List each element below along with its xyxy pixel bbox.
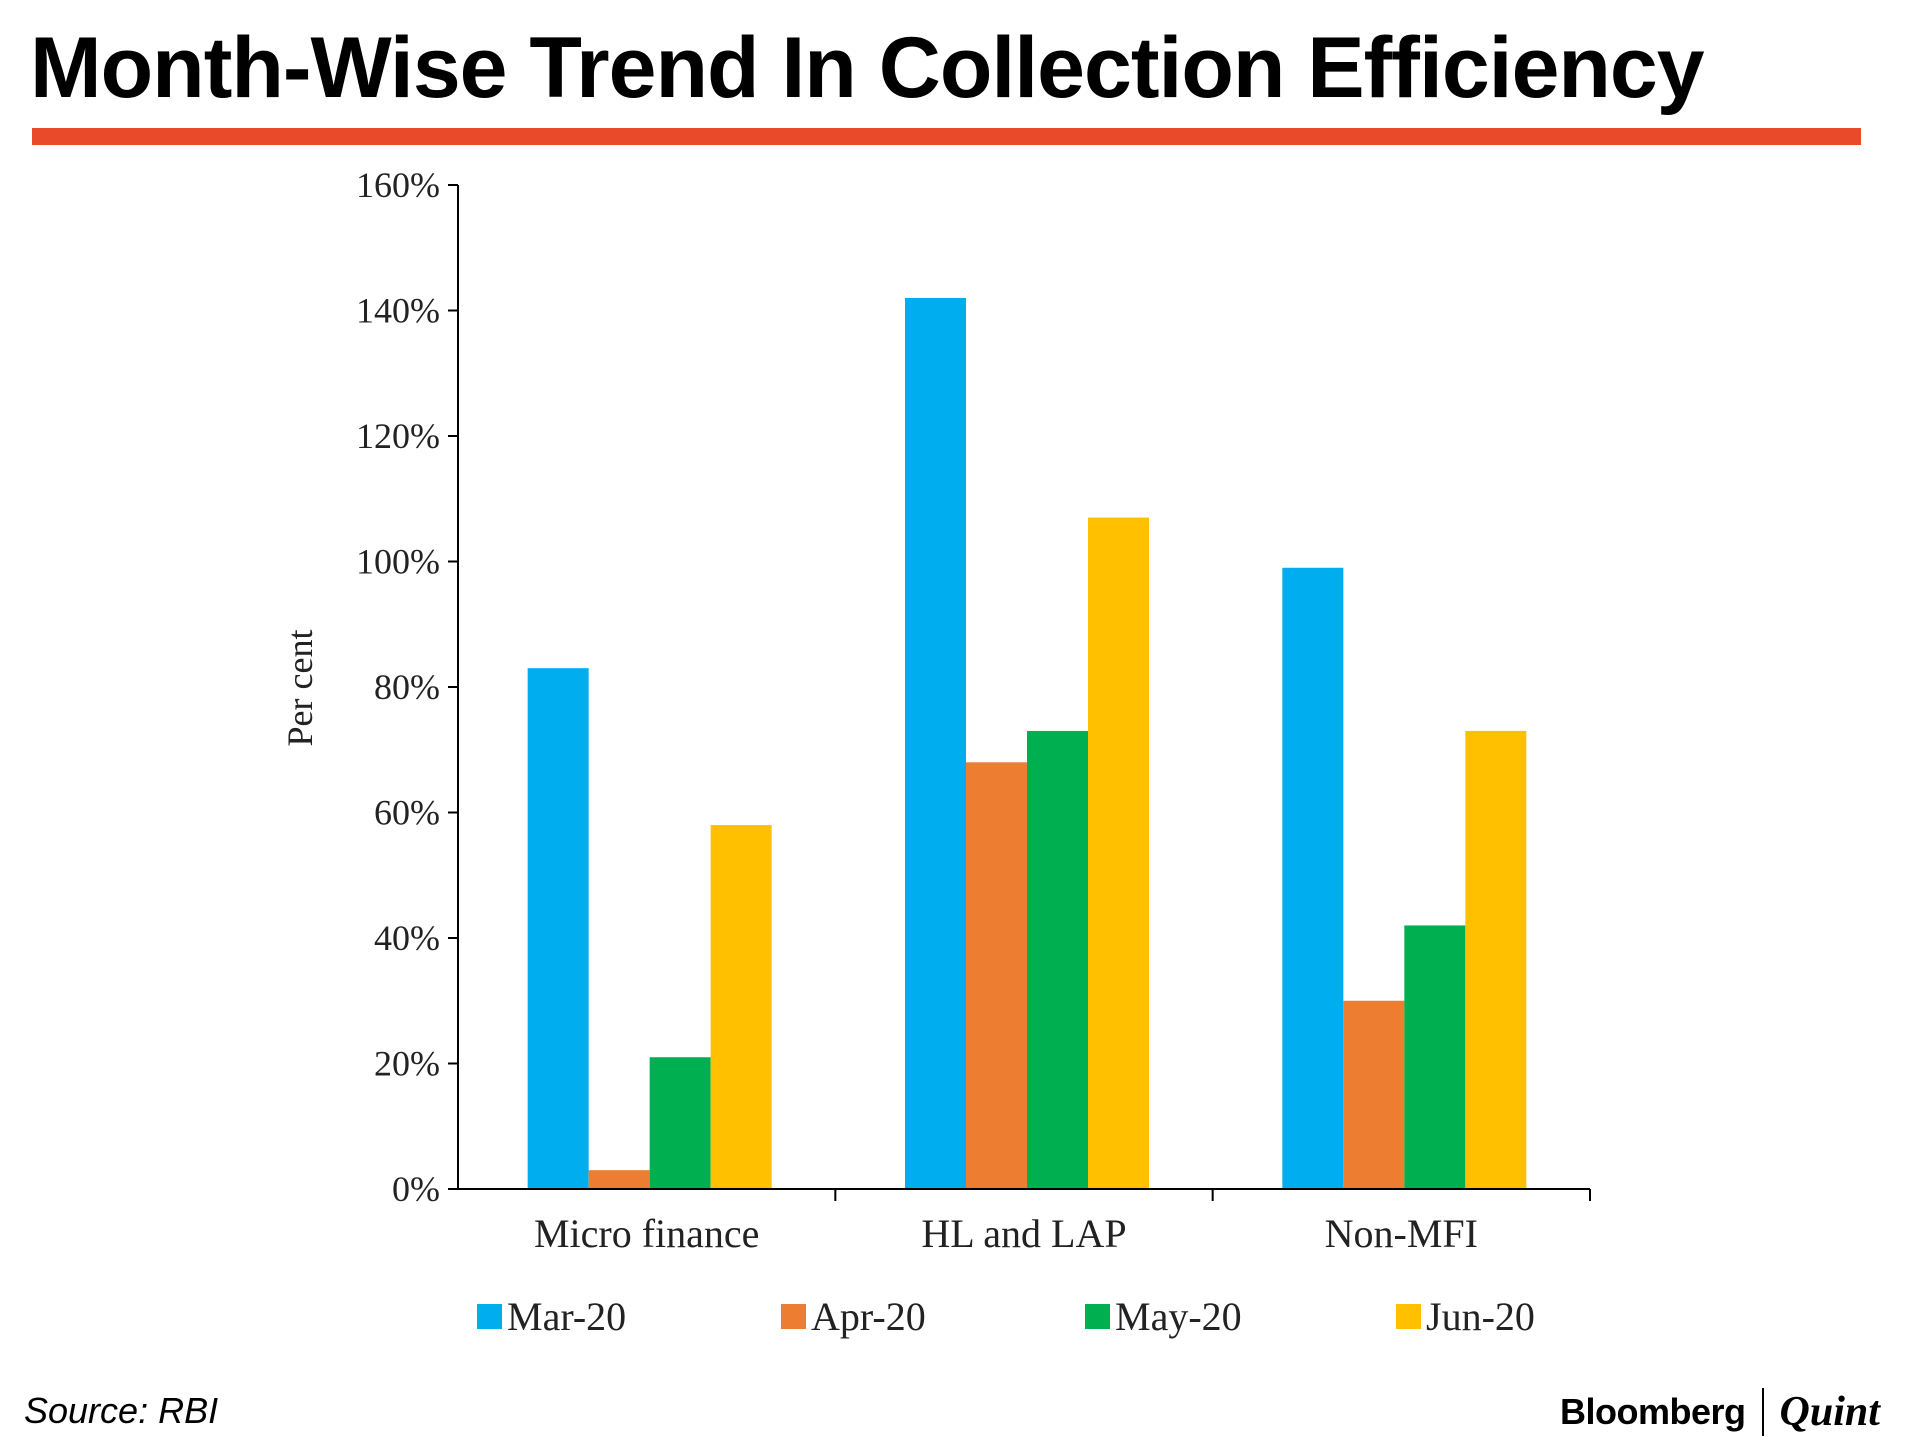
y-tick-label: 100% (356, 542, 440, 582)
y-tick-labels: 0% 20% 40% 60% 80% 100% 120% 140% 160% (356, 165, 440, 1209)
legend-label: Apr-20 (811, 1294, 926, 1339)
x-tick-label: Micro finance (534, 1211, 759, 1256)
brand-logo: Bloomberg Quint (1560, 1384, 1880, 1440)
bar-apr-20 (1343, 1000, 1405, 1189)
page-title: Month-Wise Trend In Collection Efficienc… (30, 20, 1705, 116)
y-axis-label: Per cent (280, 630, 320, 747)
y-tick-label: 40% (374, 918, 440, 958)
legend-label: Mar-20 (507, 1294, 626, 1339)
y-tick-label: 0% (392, 1169, 440, 1209)
x-tick-label: HL and LAP (921, 1211, 1126, 1256)
logo-divider (1761, 1388, 1764, 1436)
bar-jun-20 (1088, 517, 1149, 1189)
bar-may-20 (1027, 730, 1088, 1189)
bar-mar-20 (1282, 567, 1344, 1189)
legend: Mar-20 Apr-20 May-20 Jun-20 (477, 1294, 1535, 1339)
bar-jun-20 (1465, 730, 1527, 1189)
y-tick-label: 140% (356, 291, 440, 331)
bar-may-20 (1404, 925, 1466, 1189)
legend-label: May-20 (1115, 1294, 1242, 1339)
bar-mar-20 (527, 668, 589, 1189)
x-tick-label: Non-MFI (1325, 1211, 1478, 1256)
bar-may-20 (649, 1057, 711, 1189)
legend-swatch (781, 1304, 806, 1329)
logo-quint-text: Quint (1779, 1389, 1880, 1435)
x-tick-labels: Micro finance HL and LAP Non-MFI (534, 1211, 1478, 1256)
bar-group (527, 297, 1527, 1189)
bar-apr-20 (588, 1170, 650, 1189)
legend-swatch (1085, 1304, 1110, 1329)
source-note: Source: RBI (24, 1390, 219, 1431)
legend-swatch (1396, 1304, 1421, 1329)
axes (448, 184, 1591, 1201)
y-tick-label: 160% (356, 165, 440, 205)
title-underline (32, 128, 1861, 145)
legend-label: Jun-20 (1426, 1294, 1535, 1339)
y-tick-label: 60% (374, 793, 440, 833)
y-tick-label: 120% (356, 416, 440, 456)
legend-swatch (477, 1304, 502, 1329)
bar-mar-20 (905, 297, 966, 1189)
bar-apr-20 (966, 762, 1027, 1189)
logo-bloomberg-text: Bloomberg (1560, 1391, 1746, 1432)
y-tick-label: 20% (374, 1044, 440, 1084)
bar-jun-20 (710, 825, 772, 1189)
y-tick-label: 80% (374, 667, 440, 707)
